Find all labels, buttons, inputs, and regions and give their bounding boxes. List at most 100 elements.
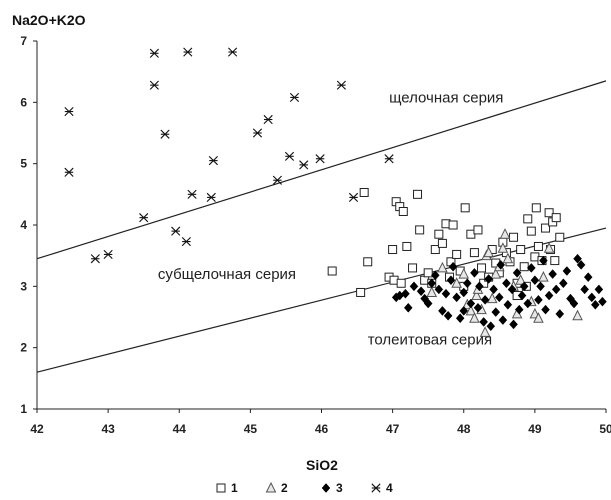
series-3-point (496, 259, 506, 270)
series-3-point (558, 278, 568, 289)
series-4-point (103, 249, 113, 260)
series-1-point (434, 229, 444, 239)
series-4-point (149, 48, 159, 58)
series-3-point (536, 281, 545, 292)
series-2-point (533, 312, 544, 323)
series-3-point (486, 321, 496, 332)
series-2-point (538, 271, 549, 282)
series-1-point (356, 287, 366, 297)
series-3-point (462, 278, 472, 289)
boundary-line (36, 227, 607, 373)
series-3-point (475, 281, 484, 292)
series-4-point (183, 47, 193, 57)
series-1-point (413, 189, 423, 199)
series-3-point (530, 275, 540, 286)
series-4-point (315, 154, 325, 164)
x-tick-label: 50 (599, 422, 611, 436)
series-annotations: щелочная серия субщелочная серия толеитова… (158, 89, 504, 348)
series-3-point (403, 302, 413, 313)
series-3-point (489, 284, 498, 295)
series-3-point (569, 298, 579, 309)
series-3-point (555, 309, 565, 319)
series-3-point (551, 284, 561, 295)
series-2-point (465, 304, 477, 316)
series-1-point (415, 225, 425, 235)
y-tick-label: 6 (20, 95, 27, 109)
series-3-point (512, 267, 522, 278)
series-3-point (491, 307, 501, 317)
series-4-point (272, 175, 282, 185)
series-2-point (437, 261, 448, 273)
series-3-point (452, 292, 461, 303)
series-1-point (531, 203, 541, 213)
series-4-point (252, 128, 263, 138)
series-3-point (598, 296, 607, 307)
y-tick-label: 1 (20, 402, 27, 416)
series-1-point (544, 208, 554, 218)
series-3-point (484, 274, 493, 284)
series-annotation: толеитовая серия (368, 332, 492, 349)
series-2-point (515, 274, 526, 285)
series-4-point (206, 192, 216, 202)
x-tick-label: 48 (457, 422, 471, 436)
series-1-point (388, 245, 398, 255)
series-3-point (401, 288, 410, 299)
legend-marker-1 (216, 483, 226, 493)
series-3-point (446, 275, 456, 286)
series-4-point (64, 106, 74, 117)
series-2-point (458, 267, 470, 279)
series-1-point (526, 226, 536, 236)
series-3-point (466, 298, 476, 309)
y-tick-label: 5 (20, 157, 27, 171)
series-3-point (430, 270, 440, 281)
data-points (64, 47, 607, 337)
legend-marker-3 (321, 483, 331, 493)
series-1-point (402, 241, 412, 251)
series-2-point (499, 228, 511, 239)
series-3-point (534, 294, 543, 305)
series-4-point (284, 151, 295, 161)
series-3-point (459, 305, 469, 316)
x-tick-label: 45 (244, 422, 258, 436)
series-4-point (160, 129, 170, 139)
y-tick-label: 4 (20, 218, 27, 232)
series-3-point (580, 284, 589, 295)
series-1-point (473, 225, 483, 235)
series-1-point (550, 256, 560, 266)
y-tick-label: 2 (20, 341, 27, 355)
legend-marker-4 (371, 483, 381, 493)
series-2-point (543, 242, 555, 253)
series-1-point (533, 241, 543, 251)
series-annotation: субщелочная серия (158, 266, 296, 283)
y-tick-label: 7 (20, 34, 27, 48)
series-3-point (509, 319, 518, 330)
series-1-point (359, 187, 369, 197)
series-4-point (208, 156, 218, 166)
series-3-point (438, 305, 447, 316)
legend-label-3: 3 (336, 481, 343, 495)
x-tick-label: 47 (386, 422, 400, 436)
series-3-point (526, 263, 536, 273)
legend-label-1: 1 (231, 481, 238, 495)
series-3-point (587, 292, 597, 303)
series-boundary-lines (36, 80, 607, 373)
series-3-point (479, 317, 488, 327)
series-1-point (469, 248, 479, 258)
series-4-point (348, 192, 359, 202)
series-3-point (416, 286, 426, 297)
series-annotation: щелочная серия (389, 89, 503, 106)
series-1-point (460, 203, 470, 213)
series-3-point (544, 290, 554, 301)
series-3-point (434, 284, 444, 295)
series-1-point (519, 262, 529, 272)
legend-label-4: 4 (386, 481, 393, 495)
series-3-point (576, 259, 586, 270)
series-4-point (289, 92, 300, 103)
series-2-point (451, 277, 462, 288)
series-4-point (64, 167, 74, 177)
series-1-point (477, 263, 487, 273)
series-2-point (497, 242, 509, 253)
series-4-point (139, 213, 149, 223)
series-3-point (427, 278, 437, 289)
